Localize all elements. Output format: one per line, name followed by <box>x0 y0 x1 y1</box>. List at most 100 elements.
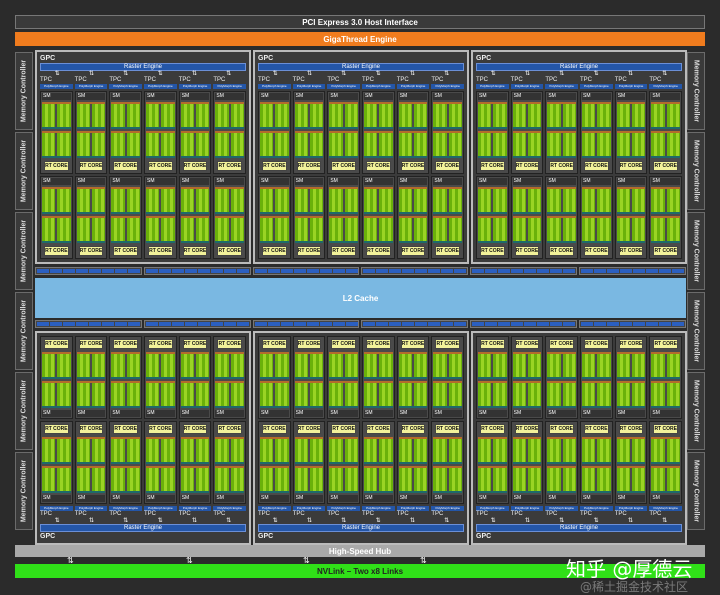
core-row <box>294 216 324 243</box>
sm: SM RT CORE <box>327 421 361 504</box>
arrow-icon: ⇅ <box>559 71 565 77</box>
gpc-label: GPC <box>40 55 56 62</box>
cuda-cores <box>398 185 428 245</box>
core-row <box>76 352 106 379</box>
l2-slice <box>49 269 62 273</box>
core-block <box>651 439 665 462</box>
core-block <box>528 189 542 212</box>
core-block <box>111 218 125 241</box>
core-block <box>344 189 359 212</box>
arrow-icon: ⇅ <box>593 518 599 524</box>
sm: SM RT CORE <box>178 91 212 174</box>
core-block <box>547 439 561 462</box>
core-row <box>364 187 393 214</box>
core-block <box>582 189 596 212</box>
sm-label: SM <box>180 93 210 100</box>
tpc-label: TPC <box>40 77 52 83</box>
sm: SM RT CORE <box>649 421 683 504</box>
core-block <box>260 218 274 241</box>
sm-label: SM <box>433 495 463 502</box>
memory-controller: Memory Controller <box>687 212 705 290</box>
tpc: TPC PolyMorph Engine SM RT CORE SM RT CORE <box>614 77 648 260</box>
core-block <box>364 354 378 377</box>
core-row <box>478 216 507 243</box>
polymorph-engine: PolyMorph Engine <box>510 506 544 511</box>
core-row <box>616 131 646 158</box>
core-block <box>275 383 289 406</box>
polymorph-engine: PolyMorph Engine <box>362 506 395 511</box>
tpc: TPC PolyMorph Engine SM RT CORE SM RT CORE <box>74 335 108 518</box>
core-row <box>42 187 71 214</box>
cuda-cores <box>398 435 428 495</box>
core-block <box>126 218 141 241</box>
core-block <box>310 218 324 241</box>
core-row <box>398 352 428 379</box>
l2-slice <box>197 269 210 273</box>
core-row <box>616 102 646 129</box>
core-block <box>433 189 447 212</box>
core-row <box>512 102 542 129</box>
rt-core: RT CORE <box>584 424 609 434</box>
nvlink: NVLink – Two x8 Links <box>15 564 705 578</box>
l2-slice <box>376 269 389 273</box>
sm-label: SM <box>616 178 646 185</box>
memory-controller: Memory Controller <box>687 52 705 130</box>
cuda-cores <box>364 350 393 410</box>
core-block <box>260 383 274 406</box>
sm: SM RT CORE <box>109 176 143 259</box>
memory-controller: Memory Controller <box>15 52 33 130</box>
raster-engine: Raster Engine <box>40 524 246 532</box>
polymorph-engine: PolyMorph Engine <box>327 84 361 89</box>
core-row <box>76 131 106 158</box>
polymorph-engine: PolyMorph Engine <box>649 506 683 511</box>
core-block <box>433 218 447 241</box>
sm: SM RT CORE <box>213 91 247 174</box>
sm-label: SM <box>180 178 210 185</box>
rt-core: RT CORE <box>182 424 208 434</box>
polymorph-engine: PolyMorph Engine <box>74 84 108 89</box>
core-block <box>398 189 413 212</box>
sm-label: SM <box>512 410 542 417</box>
cuda-cores <box>433 350 463 410</box>
tpc: TPC PolyMorph Engine SM RT CORE SM RT CORE <box>258 335 291 518</box>
arrow-icon: ⇅ <box>409 71 415 77</box>
arrows: ⇅ ⇅ ⇅ ⇅ ⇅ ⇅ <box>476 71 682 77</box>
cuda-cores <box>512 185 542 245</box>
core-block <box>294 133 309 156</box>
core-row <box>364 381 393 408</box>
core-block <box>230 104 245 127</box>
rt-core: RT CORE <box>296 246 322 256</box>
tpc-label: TPC <box>396 511 409 517</box>
core-block <box>344 133 359 156</box>
sm: SM RT CORE <box>510 176 544 259</box>
core-block <box>562 468 577 491</box>
core-row <box>111 131 141 158</box>
polymorph-engine: PolyMorph Engine <box>109 84 143 89</box>
sm-label: SM <box>180 495 210 502</box>
memory-controller-label: Memory Controller <box>692 139 700 203</box>
memory-controller: Memory Controller <box>15 292 33 370</box>
sm-label: SM <box>76 410 106 417</box>
sm: SM RT CORE <box>545 336 579 419</box>
l2-slice <box>485 269 498 273</box>
rt-core: RT CORE <box>549 424 575 434</box>
core-row <box>547 437 577 464</box>
core-row <box>111 216 141 243</box>
cuda-cores <box>616 100 646 160</box>
sm: SM RT CORE <box>213 176 247 259</box>
rt-core: RT CORE <box>217 339 243 349</box>
l2-slice <box>454 269 467 273</box>
core-row <box>146 466 175 493</box>
core-block <box>582 439 596 462</box>
tpc: TPC PolyMorph Engine SM RT CORE SM RT CORE <box>178 77 212 260</box>
core-row <box>433 437 463 464</box>
arrow-icon: ⇅ <box>272 518 278 524</box>
cuda-cores <box>294 435 324 495</box>
core-row <box>294 381 324 408</box>
l2-slice <box>210 322 223 326</box>
core-row <box>364 102 393 129</box>
core-block <box>294 468 309 491</box>
core-block <box>275 468 289 491</box>
sm-label: SM <box>616 495 646 502</box>
arrow-icon: ⇅ <box>186 556 193 565</box>
